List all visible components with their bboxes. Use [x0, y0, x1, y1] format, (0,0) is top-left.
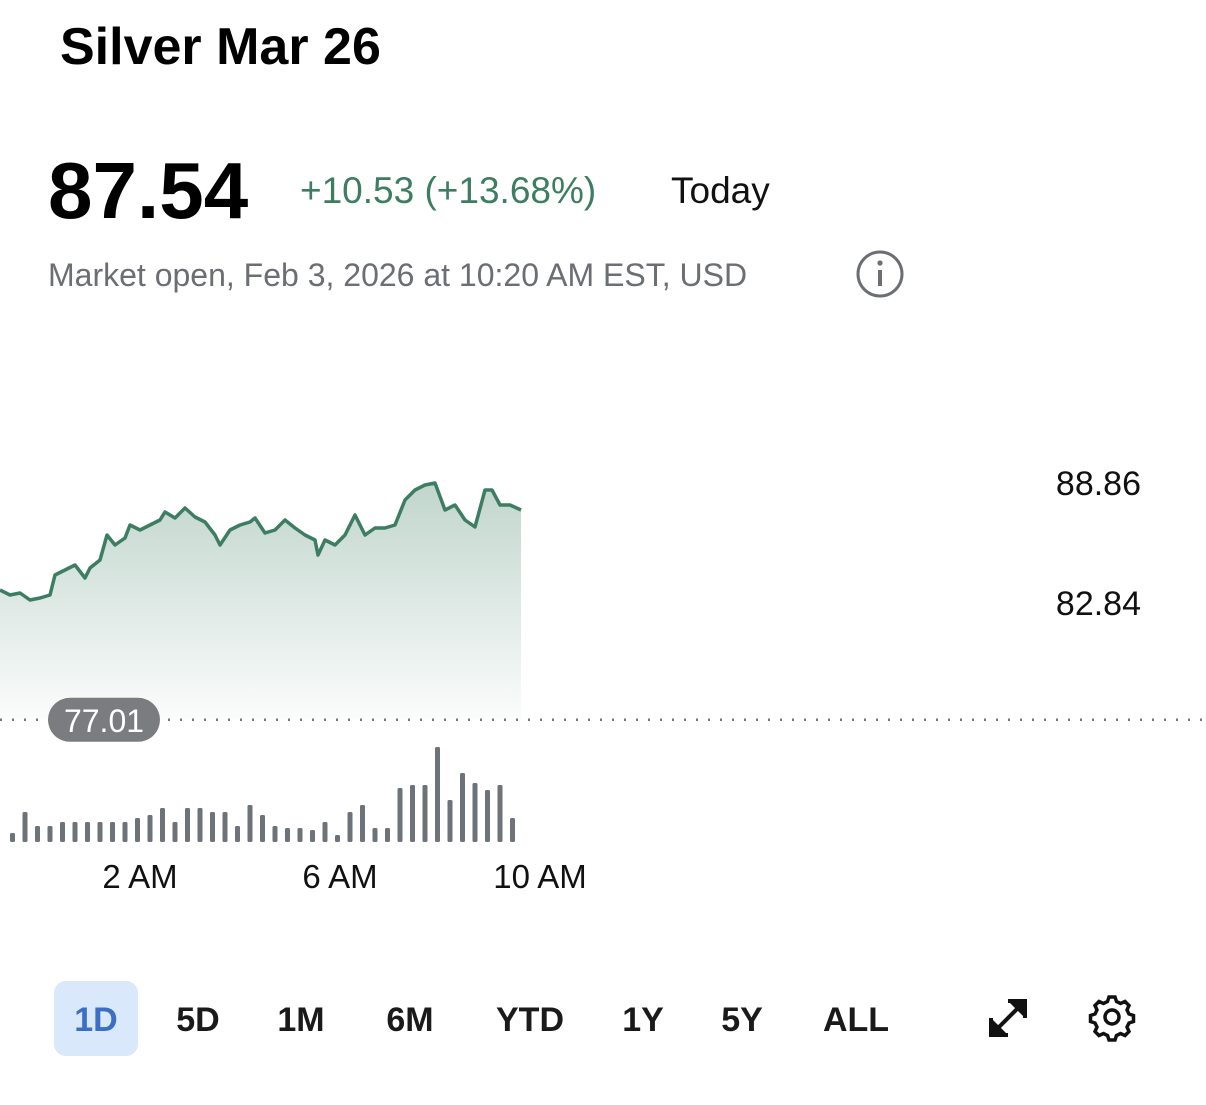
period: Today: [671, 170, 770, 211]
volume-bar: [60, 822, 65, 842]
volume-bar: [447, 800, 453, 842]
x-tick-label: 2 AM: [102, 858, 177, 895]
range-button[interactable]: ALL: [823, 1001, 889, 1039]
volume-bar: [297, 828, 303, 842]
volume-bar: [35, 826, 40, 842]
volume-bar: [472, 783, 478, 842]
volume-bar: [335, 835, 340, 842]
volume-bar: [97, 822, 103, 842]
info-icon[interactable]: [856, 250, 904, 298]
volume-bar: [247, 805, 253, 842]
volume-bar: [122, 822, 128, 842]
volume-bar: [160, 808, 165, 842]
range-button[interactable]: 5D: [176, 1001, 219, 1039]
range-button[interactable]: 1M: [277, 1001, 324, 1039]
volume-bar: [385, 828, 390, 842]
volume-bar: [510, 818, 515, 842]
volume-bar: [210, 812, 215, 842]
range-button[interactable]: 1Y: [622, 1001, 664, 1039]
volume-bar: [185, 808, 190, 842]
volume-bar: [410, 785, 415, 842]
price-line: [0, 481, 522, 602]
volume-bar: [260, 815, 265, 842]
volume-bar: [310, 830, 315, 842]
range-button[interactable]: 5Y: [721, 1001, 763, 1039]
status: Market open, Feb 3, 2026 at 10:20 AM EST…: [48, 257, 747, 293]
volume-bar: [72, 822, 78, 842]
volume-bar: [460, 773, 465, 842]
range-button[interactable]: YTD: [496, 1001, 564, 1039]
volume-bar: [285, 828, 290, 842]
volume-bar: [497, 785, 503, 842]
volume-bar: [222, 812, 228, 842]
volume-bar: [135, 818, 140, 842]
volume-bar: [397, 788, 403, 842]
volume-bar: [47, 826, 53, 842]
y-tick-label: 88.86: [1056, 465, 1141, 503]
x-tick-label: 6 AM: [302, 858, 377, 895]
volume-bar: [360, 805, 365, 842]
price: 87.54: [48, 146, 249, 235]
volume-bar: [235, 826, 240, 842]
range-button[interactable]: 6M: [386, 1001, 433, 1039]
title: Silver Mar 26: [60, 18, 381, 76]
settings-icon[interactable]: [1088, 995, 1136, 1042]
volume-bar: [322, 822, 328, 842]
volume-bar: [485, 790, 490, 842]
volume-bar: [197, 808, 203, 842]
volume-bar: [272, 826, 278, 842]
change: +10.53 (+13.68%): [300, 170, 596, 211]
selected-range-bg: [54, 981, 138, 1056]
volume-bar: [435, 747, 440, 842]
volume-bar: [172, 822, 178, 842]
volume-bar: [347, 812, 353, 842]
volume-bar: [147, 815, 153, 842]
volume-bar: [10, 833, 15, 842]
volume-bar: [85, 822, 90, 842]
volume-bar: [372, 828, 378, 842]
volume-bar: [110, 822, 115, 842]
reference-pill: [48, 697, 160, 742]
area: [0, 483, 521, 720]
y-tick-label: 82.84: [1056, 585, 1141, 623]
x-tick-label: 10 AM: [493, 858, 587, 895]
volume-bar: [422, 785, 428, 842]
range-button[interactable]: 1D: [74, 1001, 117, 1039]
volume-bar: [22, 812, 28, 842]
reference-label: 77.01: [64, 703, 144, 739]
expand-icon[interactable]: [989, 999, 1027, 1037]
